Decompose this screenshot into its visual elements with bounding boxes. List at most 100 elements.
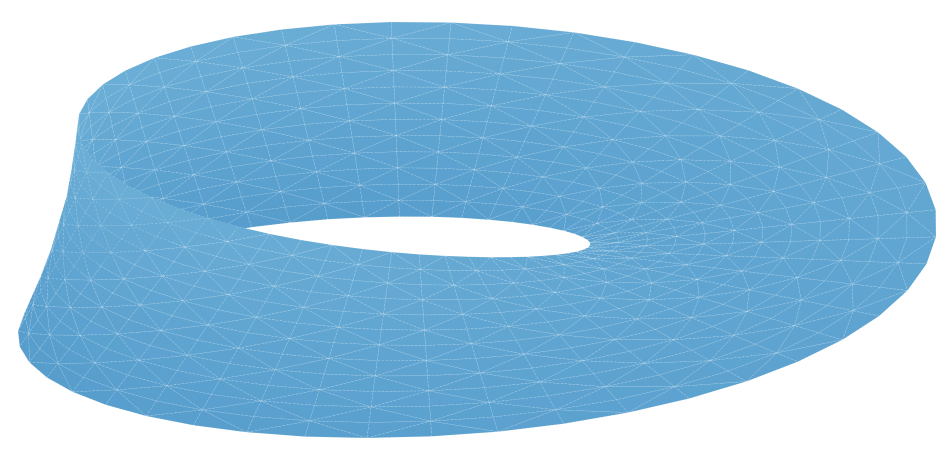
mesh-triangle bbox=[554, 287, 601, 299]
mesh-triangle bbox=[398, 183, 436, 201]
mesh-triangle bbox=[82, 252, 112, 267]
mesh-triangle bbox=[105, 333, 140, 361]
mesh-triangle bbox=[570, 339, 615, 362]
mesh-triangle bbox=[618, 232, 648, 243]
mesh-triangle bbox=[202, 400, 262, 417]
mesh-triangle bbox=[461, 201, 490, 221]
mesh-triangle bbox=[138, 354, 188, 371]
mesh-triangle bbox=[679, 54, 732, 84]
mesh-triangle bbox=[145, 236, 186, 252]
mesh-triangle bbox=[794, 305, 854, 326]
mesh-triangle bbox=[371, 405, 431, 422]
mesh-triangle bbox=[192, 409, 247, 433]
mesh-triangle bbox=[173, 246, 206, 272]
mesh-triangle bbox=[643, 360, 710, 376]
mesh-triangle bbox=[431, 201, 467, 219]
mesh-triangle bbox=[85, 198, 102, 227]
mesh-triangle bbox=[236, 175, 281, 192]
mesh-triangle bbox=[604, 86, 654, 112]
mesh-triangle bbox=[680, 159, 731, 172]
mesh-triangle bbox=[617, 232, 647, 243]
mesh-triangle bbox=[848, 192, 879, 219]
mesh-triangle bbox=[108, 98, 139, 114]
mesh-triangle bbox=[118, 197, 153, 212]
mesh-triangle bbox=[602, 250, 632, 259]
mesh-triangle bbox=[88, 97, 110, 113]
mesh-triangle bbox=[555, 386, 617, 411]
mesh-triangle bbox=[203, 196, 247, 213]
mesh-triangle bbox=[86, 158, 109, 174]
mesh-triangle bbox=[116, 385, 168, 402]
mesh-triangle bbox=[599, 318, 638, 340]
mesh-triangle bbox=[680, 201, 721, 213]
mesh-triangle bbox=[447, 41, 509, 59]
mesh-triangle bbox=[676, 233, 706, 245]
mesh-triangle bbox=[645, 232, 677, 240]
mesh-triangle bbox=[40, 262, 49, 279]
mesh-triangle bbox=[447, 54, 505, 75]
mesh-triangle bbox=[205, 67, 248, 92]
mesh-triangle bbox=[489, 256, 526, 271]
mesh-triangle bbox=[507, 326, 560, 341]
mesh-triangle bbox=[430, 402, 494, 422]
mesh-triangle bbox=[645, 218, 675, 234]
mesh-triangle bbox=[559, 327, 616, 340]
mesh-triangle bbox=[499, 57, 560, 75]
mesh-triangle bbox=[319, 184, 360, 204]
mesh-triangle bbox=[466, 326, 509, 345]
mesh-triangle bbox=[614, 225, 647, 234]
mesh-triangle bbox=[127, 169, 160, 196]
mesh-triangle bbox=[542, 176, 574, 197]
mesh-triangle bbox=[89, 278, 125, 294]
mesh-triangle bbox=[424, 329, 472, 346]
mesh-triangle bbox=[652, 82, 699, 110]
mesh-triangle bbox=[523, 125, 564, 148]
mesh-triangle bbox=[115, 127, 147, 142]
mesh-triangle bbox=[462, 298, 501, 315]
mesh-triangle bbox=[421, 284, 454, 301]
mesh-triangle bbox=[398, 199, 433, 218]
mesh-triangle bbox=[581, 232, 615, 241]
mesh-triangle bbox=[549, 214, 567, 232]
mesh-triangle bbox=[827, 140, 880, 165]
mesh-triangle bbox=[246, 191, 286, 213]
mesh-triangle bbox=[507, 25, 575, 43]
mesh-triangle bbox=[79, 333, 118, 349]
mesh-triangle bbox=[92, 139, 117, 154]
mesh-triangle bbox=[111, 112, 139, 141]
mesh-triangle bbox=[758, 100, 820, 120]
mesh-triangle bbox=[628, 339, 674, 364]
mesh-triangle bbox=[491, 94, 547, 111]
mesh-triangle bbox=[354, 151, 398, 169]
mesh-triangle bbox=[618, 257, 646, 270]
mesh-triangle bbox=[465, 201, 497, 221]
mesh-triangle bbox=[730, 160, 756, 185]
mesh-triangle bbox=[118, 198, 142, 226]
mesh-triangle bbox=[164, 86, 207, 103]
mesh-triangle bbox=[130, 211, 168, 226]
mesh-triangle bbox=[676, 222, 706, 237]
mesh-triangle bbox=[215, 98, 258, 123]
mesh-triangle bbox=[285, 24, 338, 46]
mesh-triangle bbox=[435, 184, 471, 203]
mesh-triangle bbox=[246, 420, 311, 437]
mesh-triangle bbox=[46, 277, 57, 308]
mesh-triangle bbox=[124, 57, 155, 86]
mesh-triangle bbox=[271, 155, 317, 173]
mesh-triangle bbox=[490, 256, 526, 270]
mesh-triangle bbox=[627, 282, 652, 301]
mesh-triangle bbox=[190, 36, 234, 62]
mesh-triangle bbox=[348, 282, 388, 299]
mesh-triangle bbox=[730, 161, 780, 177]
mesh-triangle bbox=[391, 251, 421, 270]
mesh-triangle bbox=[465, 188, 504, 205]
mesh-triangle bbox=[582, 351, 646, 364]
mesh-triangle bbox=[777, 88, 821, 121]
mesh-triangle bbox=[627, 386, 690, 413]
mesh-triangle bbox=[730, 175, 775, 192]
mesh-triangle bbox=[292, 56, 343, 78]
mesh-triangle bbox=[719, 184, 748, 206]
mesh-triangle bbox=[28, 319, 51, 336]
mesh-triangle bbox=[75, 114, 80, 143]
mesh-triangle bbox=[674, 370, 748, 387]
